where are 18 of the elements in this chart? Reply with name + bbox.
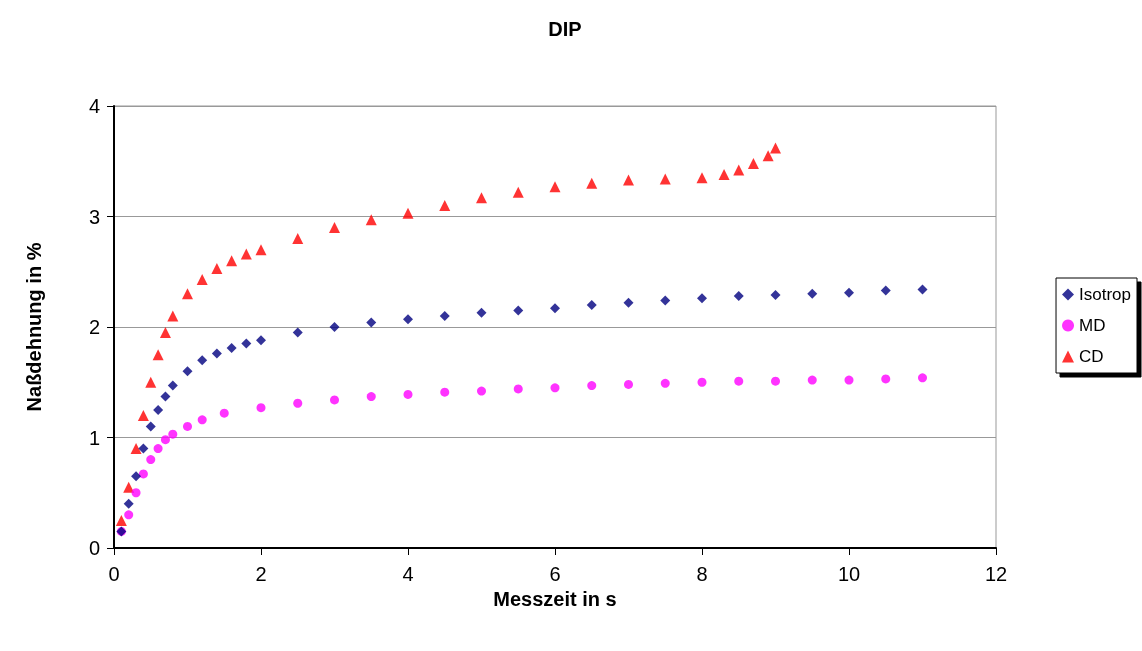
- y-tick-label: 1: [88, 426, 100, 449]
- y-tick-label: 0: [88, 537, 100, 559]
- chart-title: DIP: [548, 18, 582, 40]
- y-axis-title: Naßdehnung in %: [23, 242, 45, 412]
- x-tick-label: 6: [549, 563, 561, 585]
- x-axis-title: Messzeit in s: [493, 587, 617, 610]
- y-tick-label: 3: [88, 205, 100, 228]
- x-tick-label: 8: [696, 563, 708, 585]
- legend-label: CD: [1079, 347, 1104, 366]
- x-tick-label: 0: [108, 563, 120, 585]
- legend-label: MD: [1079, 316, 1106, 335]
- y-tick-label: 2: [88, 316, 100, 338]
- x-tick-label: 10: [837, 563, 861, 585]
- x-tick-label: 12: [984, 563, 1008, 585]
- legend-label: Isotrop: [1079, 285, 1132, 304]
- x-tick-label: 4: [402, 563, 414, 585]
- y-tick-label: 4: [88, 95, 100, 117]
- x-tick-label: 2: [255, 563, 267, 585]
